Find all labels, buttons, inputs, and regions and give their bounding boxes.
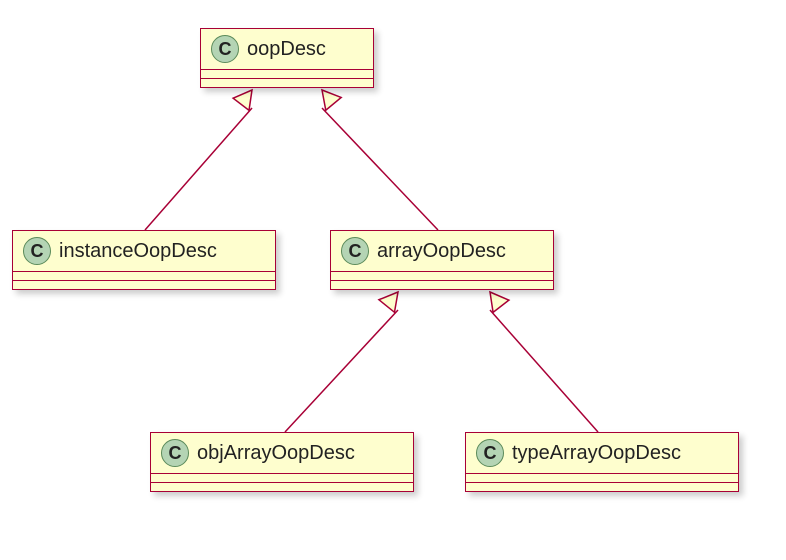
class-header: CarrayOopDesc [331,231,553,272]
class-attributes-section [331,272,553,281]
class-methods-section [331,281,553,289]
class-name-label: typeArrayOopDesc [512,442,681,465]
class-methods-section [151,483,413,491]
class-attributes-section [13,272,275,281]
class-methods-section [201,79,373,87]
class-attributes-section [201,70,373,79]
inheritance-edge [145,108,252,230]
class-methods-section [13,281,275,289]
class-type-icon: C [23,237,51,265]
class-name-label: oopDesc [247,38,326,61]
class-instanceOopDesc: CinstanceOopDesc [12,230,276,290]
inheritance-edge [285,310,398,432]
class-type-icon: C [341,237,369,265]
inheritance-arrowhead [490,292,509,312]
class-header: CinstanceOopDesc [13,231,275,272]
class-methods-section [466,483,738,491]
class-objArrayOopDesc: CobjArrayOopDesc [150,432,414,492]
inheritance-edge [322,108,438,230]
inheritance-arrowhead [233,90,252,110]
class-oopDesc: CoopDesc [200,28,374,88]
class-attributes-section [151,474,413,483]
class-header: CobjArrayOopDesc [151,433,413,474]
class-attributes-section [466,474,738,483]
inheritance-arrowhead [379,292,398,312]
class-arrayOopDesc: CarrayOopDesc [330,230,554,290]
class-type-icon: C [476,439,504,467]
class-name-label: instanceOopDesc [59,240,217,263]
class-type-icon: C [161,439,189,467]
inheritance-edge [490,310,598,432]
inheritance-arrowhead [322,90,341,110]
class-header: CtypeArrayOopDesc [466,433,738,474]
class-type-icon: C [211,35,239,63]
class-header: CoopDesc [201,29,373,70]
class-name-label: objArrayOopDesc [197,442,355,465]
class-typeArrayOopDesc: CtypeArrayOopDesc [465,432,739,492]
class-name-label: arrayOopDesc [377,240,506,263]
